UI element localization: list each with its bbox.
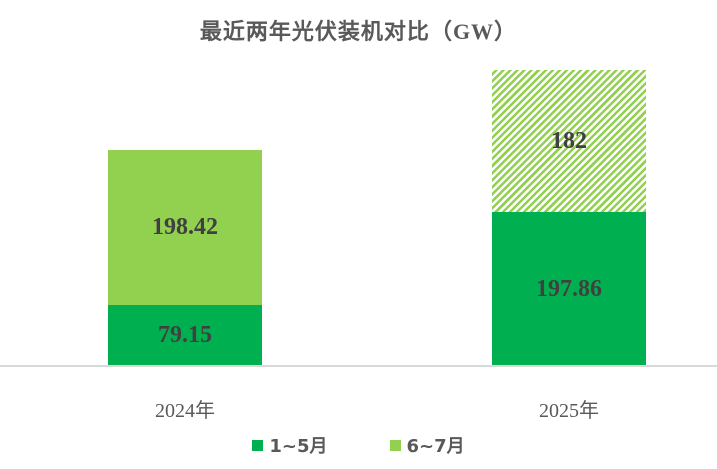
bar-2024: 198.42 79.15 bbox=[108, 150, 262, 366]
legend: 1~5月 6~7月 bbox=[0, 432, 717, 458]
x-axis-line bbox=[0, 365, 717, 367]
legend-swatch-icon bbox=[252, 439, 264, 451]
data-label: 182 bbox=[551, 127, 587, 154]
bar-2024-segment-jan-may: 79.15 bbox=[108, 305, 262, 366]
chart-title: 最近两年光伏装机对比（GW） bbox=[0, 14, 717, 46]
legend-label: 6~7月 bbox=[406, 436, 465, 457]
chart-title-unit: （GW） bbox=[429, 19, 518, 44]
data-label: 197.86 bbox=[536, 275, 602, 302]
legend-item-jun-jul: 6~7月 bbox=[389, 432, 465, 458]
legend-item-jan-may: 1~5月 bbox=[252, 432, 328, 458]
chart-title-text: 最近两年光伏装机对比 bbox=[199, 20, 430, 45]
legend-swatch-icon bbox=[389, 439, 401, 451]
bar-2024-segment-jun-jul: 198.42 bbox=[108, 150, 262, 305]
bar-2025: 182 197.86 bbox=[492, 70, 646, 366]
bar-2025-segment-jan-may: 197.86 bbox=[492, 212, 646, 366]
data-label: 79.15 bbox=[158, 322, 212, 348]
x-tick-2025: 2025年 bbox=[539, 400, 599, 422]
x-tick-2024: 2024年 bbox=[155, 400, 215, 422]
legend-label: 1~5月 bbox=[269, 436, 328, 457]
bar-2025-segment-jun-jul: 182 bbox=[492, 70, 646, 212]
data-label: 198.42 bbox=[152, 214, 218, 240]
